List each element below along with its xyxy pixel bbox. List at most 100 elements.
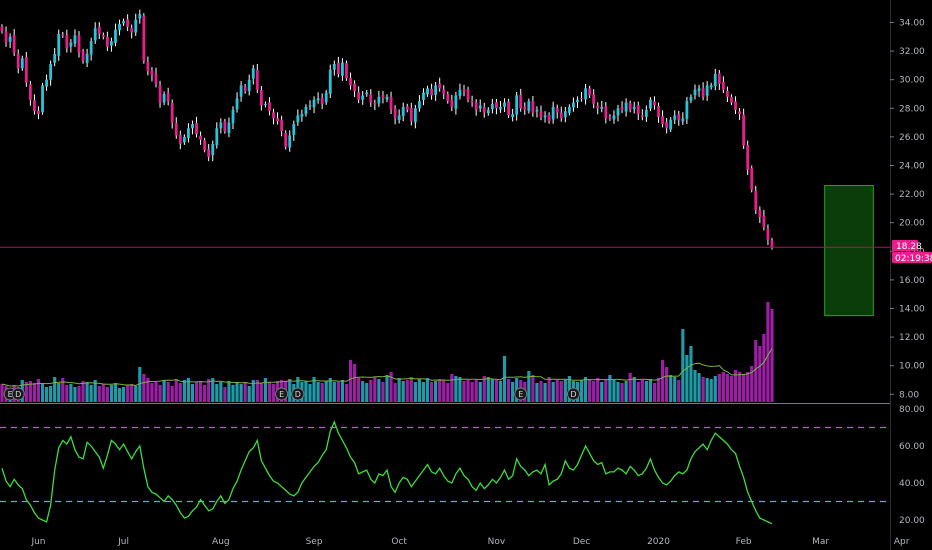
candle-body	[389, 96, 393, 110]
volume-bar	[770, 309, 774, 402]
candle-body	[320, 97, 324, 105]
candle-body	[93, 28, 97, 41]
volume-bar	[502, 356, 507, 402]
volume-bar	[563, 380, 567, 402]
volume-bar	[725, 374, 730, 402]
price-tick-label: 20.00	[899, 219, 925, 229]
candle-body	[649, 99, 652, 109]
volume-bar	[32, 383, 37, 402]
volume-bar	[126, 385, 130, 402]
candle-body	[697, 88, 701, 91]
volume-bar	[97, 386, 101, 402]
volume-bar	[377, 379, 381, 402]
candle-body	[551, 106, 555, 120]
volume-bar	[417, 379, 422, 402]
price-tick-label: 24.00	[899, 162, 925, 172]
candle-body	[572, 102, 575, 108]
event-marker[interactable]: E	[275, 387, 289, 401]
candle-body	[187, 128, 190, 139]
time-tick-label: 2020	[647, 537, 670, 547]
candle-body	[689, 96, 693, 101]
volume-bar	[401, 381, 405, 402]
candle-body	[28, 84, 32, 100]
volume-bar	[482, 376, 486, 402]
volume-bar	[211, 378, 215, 402]
volume-bar	[304, 381, 308, 402]
volume-bar	[223, 387, 227, 402]
volume-bar	[312, 377, 316, 402]
candle-body	[462, 89, 466, 92]
candle-body	[470, 100, 474, 103]
candle-body	[624, 102, 628, 112]
volume-bar	[717, 374, 721, 402]
event-marker[interactable]: D	[291, 387, 305, 401]
candle-body	[231, 109, 235, 124]
volume-bar	[405, 380, 409, 402]
candle-body	[332, 63, 336, 70]
candle-body	[531, 101, 535, 113]
candle-body	[89, 41, 93, 55]
volume-bar	[198, 381, 203, 402]
volume-bar	[701, 377, 705, 402]
candle-body	[592, 94, 596, 105]
candle-body	[166, 92, 170, 102]
volume-bar	[247, 386, 251, 402]
candle-body	[118, 23, 121, 31]
candle-body	[292, 124, 296, 135]
volume-bar	[709, 379, 713, 402]
volume-bar	[336, 382, 340, 402]
candle-body	[478, 105, 482, 109]
event-marker-label: D	[570, 390, 576, 399]
volume-bar	[352, 364, 357, 402]
volume-bar	[393, 383, 397, 402]
volume-bar	[660, 360, 665, 402]
candle-body	[369, 94, 373, 103]
volume-bar	[113, 383, 118, 402]
price-tick-label: 8.00	[899, 390, 919, 400]
candle-body	[53, 53, 57, 63]
volume-bar	[186, 378, 191, 402]
target-zone	[824, 185, 874, 317]
candle-body	[45, 79, 48, 87]
volume-bar	[109, 385, 114, 402]
candle-body	[600, 106, 604, 109]
volume-bar	[150, 383, 154, 402]
event-marker-circle	[566, 387, 580, 401]
volume-bar	[121, 387, 126, 402]
candle-body	[69, 42, 73, 47]
candle-body	[438, 83, 442, 89]
candle-body	[251, 68, 255, 79]
candle-body	[430, 88, 433, 96]
candle-body	[409, 108, 413, 122]
volume-bar	[259, 383, 263, 402]
candle-body	[146, 61, 150, 72]
candle-body	[101, 35, 105, 37]
candle-body	[4, 31, 8, 43]
event-marker[interactable]: E	[514, 387, 528, 401]
candle-body	[264, 104, 267, 106]
candle-body	[418, 101, 421, 109]
time-tick-label: Jul	[117, 537, 129, 547]
candle-body	[766, 228, 770, 240]
candle-body	[616, 108, 620, 116]
candle-body	[138, 13, 142, 19]
candle-body	[770, 240, 774, 248]
candle-body	[742, 114, 746, 146]
volume-bar	[555, 379, 559, 402]
volume-bar	[490, 379, 494, 402]
volume-ma-line	[1, 348, 773, 387]
event-marker[interactable]: D	[11, 387, 25, 401]
price-panel[interactable]	[0, 9, 890, 317]
rsi-panel[interactable]	[0, 420, 890, 525]
candle-body	[401, 106, 405, 117]
candle-body	[721, 82, 725, 90]
candle-body	[486, 109, 490, 114]
target-zone-box	[824, 185, 874, 317]
candle-body	[280, 120, 284, 132]
event-marker[interactable]: D	[566, 387, 580, 401]
candle-body	[653, 101, 656, 106]
time-tick-label: Jun	[30, 537, 45, 547]
